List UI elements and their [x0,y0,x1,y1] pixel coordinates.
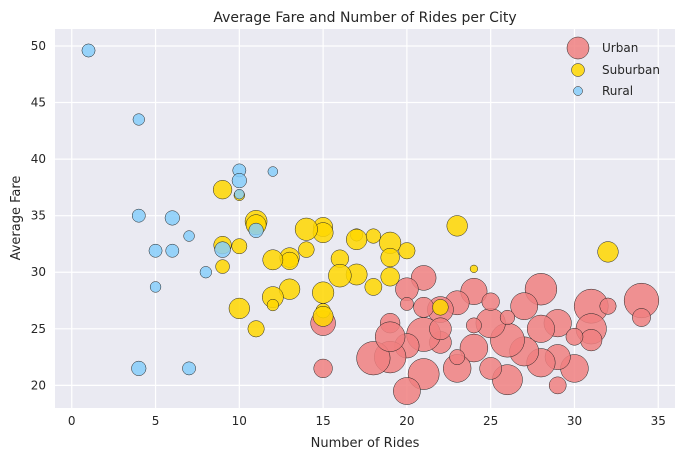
rural-point [149,281,162,293]
rural-point [267,166,279,177]
x-tick-label: 5 [152,414,160,428]
urban-point [526,314,555,343]
rural-point [248,222,264,238]
urban-point [479,357,502,380]
rural-point [148,243,163,258]
suburban-point [215,259,230,274]
rural-point [164,210,180,226]
bubbles [81,43,660,405]
rural-point [234,189,245,200]
legend-marker-urban [566,36,590,60]
y-tick-label: 30 [31,265,46,279]
urban-point [510,292,539,320]
x-tick-label: 20 [399,414,414,428]
suburban-point [597,241,619,263]
rural-point [131,360,147,376]
rural-point [165,243,180,258]
y-tick-label: 25 [31,322,46,336]
y-tick-label: 45 [31,96,46,110]
x-tick-label: 35 [651,414,666,428]
urban-point [565,327,584,346]
chart-title: Average Fare and Number of Rides per Cit… [213,10,516,26]
y-axis-title: Average Fare [9,176,24,261]
suburban-point [312,306,334,327]
rural-point [182,361,196,376]
suburban-point [380,267,400,287]
rural-point [132,113,145,126]
rural-point [231,173,247,189]
suburban-point [398,242,416,260]
suburban-point [294,217,318,241]
rural-point [199,266,212,279]
suburban-point [364,278,383,296]
urban-point [580,329,603,352]
urban-point [429,317,452,341]
suburban-point [346,228,368,250]
y-tick-label: 50 [31,39,46,53]
suburban-point [228,297,250,320]
suburban-point [247,320,265,338]
urban-point [481,292,500,311]
legend-label-urban: Urban [602,41,638,55]
x-tick-label: 25 [483,414,498,428]
legend-label-suburban: Suburban [602,63,660,77]
suburban-point [262,249,284,271]
urban-point [393,377,421,405]
x-tick-label: 10 [232,414,247,428]
suburban-point [432,299,449,316]
suburban-point [365,228,381,244]
rural-point [81,43,96,58]
y-tick-labels: 20 25 30 35 40 45 50 [31,39,46,392]
suburban-point [298,241,315,258]
x-tick-label: 15 [315,414,330,428]
urban-point [466,317,482,334]
suburban-point [312,281,335,304]
legend-marker-suburban [571,63,585,77]
suburban-point [231,238,248,255]
suburban-point [446,215,468,237]
x-axis-title: Number of Rides [311,436,420,451]
urban-point [548,376,567,395]
legend-marker-rural [573,86,583,96]
legend-label-rural: Rural [602,84,633,98]
y-tick-label: 35 [31,209,46,223]
urban-point [400,297,414,311]
rural-point [131,208,146,223]
urban-point [499,309,515,326]
suburban-point [212,180,233,200]
x-tick-labels: 0 5 10 15 20 25 30 35 [68,414,666,428]
suburban-point [469,264,478,273]
urban-point [410,265,437,291]
urban-point [356,341,391,376]
suburban-point [380,247,400,268]
rural-point [183,230,195,242]
suburban-point [280,251,299,270]
urban-point [599,297,617,315]
suburban-point [266,298,279,312]
urban-point [313,358,333,378]
urban-point [459,333,489,363]
legend: Urban Suburban Rural [566,36,660,98]
urban-point [449,349,466,365]
rural-point [214,241,231,258]
urban-point [413,296,434,318]
urban-point [632,308,651,327]
y-tick-label: 20 [31,378,46,392]
urban-point [374,321,406,352]
y-tick-label: 40 [31,152,46,166]
x-tick-label: 0 [68,414,76,428]
x-tick-label: 30 [567,414,582,428]
suburban-point [328,263,352,288]
